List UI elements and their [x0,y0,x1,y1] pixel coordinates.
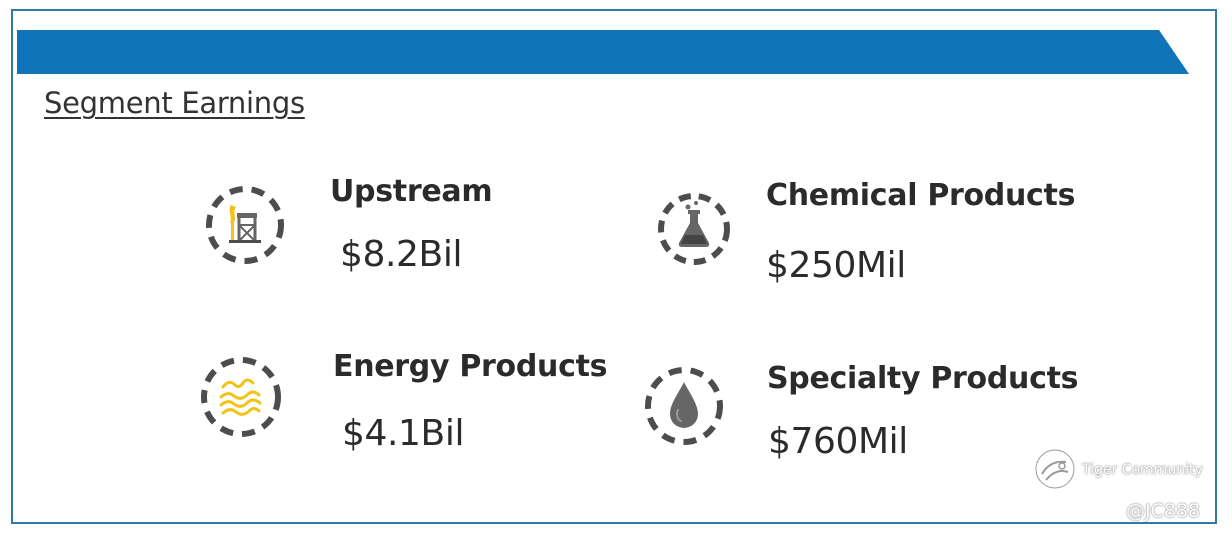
watermark-handle: @JC888 [1126,500,1201,522]
waves-icon [199,355,283,439]
segment-value: $8.2Bil [340,234,463,275]
card-frame [11,9,1217,524]
segment-name: Upstream [330,174,493,209]
tiger-community-logo-icon [1032,446,1078,496]
oil-drop-icon [642,364,726,448]
watermark: Tiger Community @JC888 [1032,446,1222,526]
segment-value: $4.1Bil [342,413,465,454]
segment-name: Energy Products [333,349,608,384]
segment-name: Chemical Products [766,178,1076,213]
segment-value: $760Mil [768,421,908,462]
section-title: Segment Earnings [44,86,305,120]
flask-icon [652,187,736,271]
header-banner [17,30,1189,74]
oil-pump-icon [203,183,287,267]
watermark-brand: Tiger Community [1082,462,1203,478]
segment-name: Specialty Products [767,361,1079,396]
segment-value: $250Mil [766,245,906,286]
